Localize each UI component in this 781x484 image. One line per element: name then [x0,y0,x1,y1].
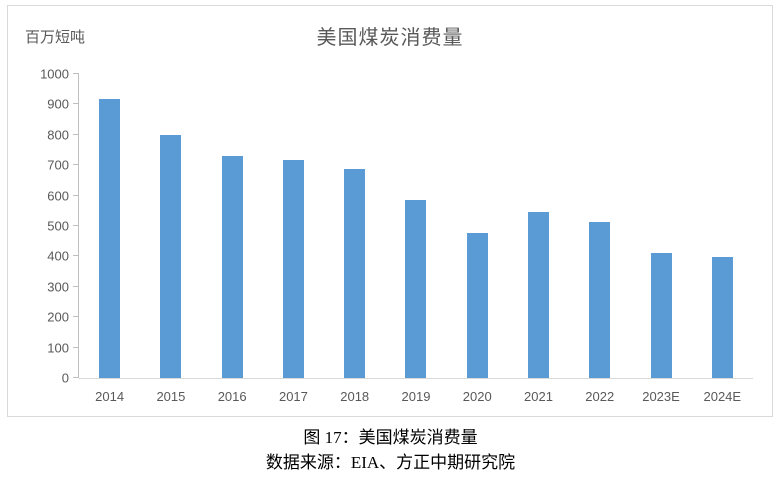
bar-2024E [711,257,733,378]
bar-slot-2020 [447,74,508,378]
bar-slot-2015 [140,74,201,378]
bar-slot-2014 [79,74,140,378]
bar-slot-2021 [508,74,569,378]
y-tick-mark [73,377,79,378]
x-tick-label-2018: 2018 [340,389,370,404]
y-tick-mark [73,194,79,196]
y-tick-label: 300 [47,279,69,295]
bar-series [79,74,753,378]
y-tick-label: 100 [47,340,69,356]
bar-slot-2019 [385,74,446,378]
y-tick-label: 900 [47,96,69,112]
x-tick-label-2016: 2016 [217,389,247,404]
y-tick-label: 400 [47,248,69,264]
y-tick-label: 800 [47,127,69,143]
bar-2020 [466,233,488,378]
y-tick-mark [73,133,79,135]
chart-title: 美国煤炭消费量 [316,27,464,49]
y-tick-label: 600 [47,188,69,204]
y-axis-unit-label: 百万短吨 [25,29,86,46]
y-tick-mark [73,103,79,105]
y-tick-mark [73,73,79,74]
y-tick-mark [73,316,79,318]
caption-title: 图 17：美国煤炭消费量 [303,428,478,447]
bar-slot-2022 [569,74,630,378]
y-tick-mark [73,285,79,287]
x-tick-label-2022: 2022 [585,389,615,404]
x-tick-label-2024E: 2024E [703,389,742,404]
x-tick-label-2014: 2014 [95,389,125,404]
y-tick-mark [73,346,79,348]
bar-slot-2016 [202,74,263,378]
y-tick-label: 500 [47,218,69,234]
x-tick-label-2021: 2021 [524,389,553,404]
caption-source: 数据来源：EIA、方正中期研究院 [265,453,516,472]
x-tick-label-2020: 2020 [462,389,492,404]
bar-2017 [282,160,304,378]
bar-2018 [344,168,366,378]
bar-slot-2023E [630,74,691,378]
y-tick-label: 0 [61,370,69,386]
plot-area: 0 100 200 300 400 500 600 700 800 900 1000 2014 201… [40,68,753,404]
y-tick-label: 200 [47,309,69,325]
y-tick-label: 1000 [40,66,69,82]
chart-area: 百万短吨 美国煤炭消费量 0 100 200 300 400 500 600 700 800 90… [7,5,773,417]
x-axis-line [79,378,753,379]
y-tick-label: 700 [47,157,69,173]
x-axis-labels: 2014 2015 2016 2017 2018 2019 2020 2021 2022 2023… [79,378,753,404]
bar-2016 [221,155,243,378]
bar-2015 [160,135,182,378]
y-tick-mark [73,164,79,166]
bar-slot-2017 [263,74,324,378]
x-tick-label-2015: 2015 [156,389,186,404]
x-tick-label-2019: 2019 [401,389,431,404]
y-tick-mark [73,225,79,226]
figure-caption: 图 17：美国煤炭消费量 数据来源：EIA、方正中期研究院 [0,425,781,475]
bar-2014 [99,99,121,378]
bar-2023E [650,253,672,378]
bar-slot-2024E [692,74,753,378]
x-tick-label-2023E: 2023E [642,389,680,404]
x-tick-label-2017: 2017 [278,389,308,404]
bar-2019 [405,199,427,378]
y-tick-mark [73,255,79,257]
bar-2021 [527,212,549,378]
bar-2022 [589,222,611,378]
bar-slot-2018 [324,74,385,378]
